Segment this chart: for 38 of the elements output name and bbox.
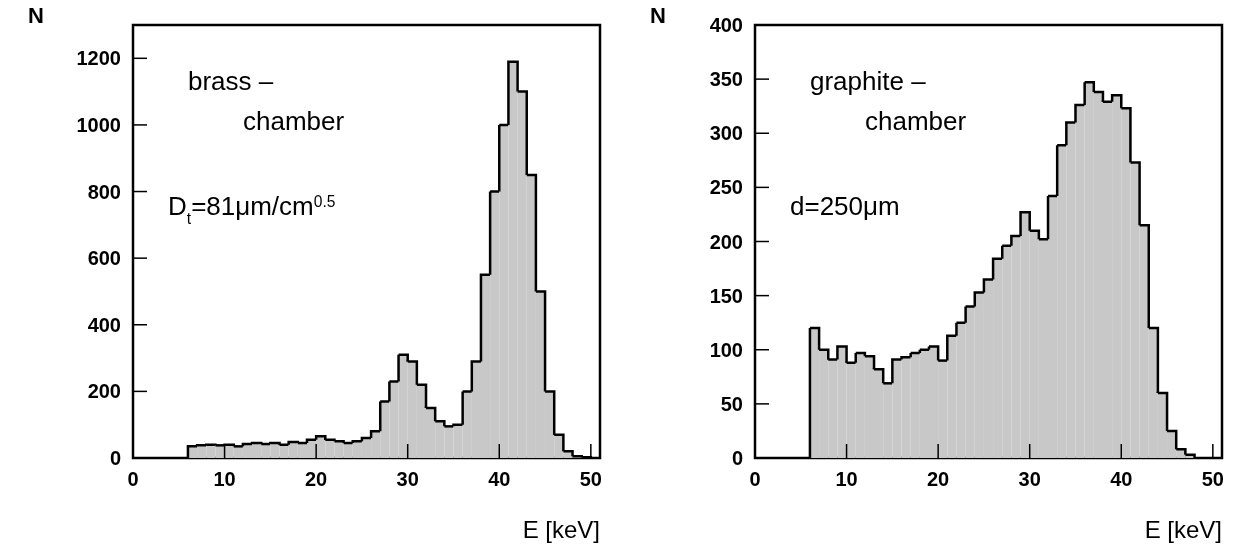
x-tick-label: 0 [127, 468, 139, 490]
x-tick-label: 0 [749, 468, 761, 490]
y-tick-label: 200 [709, 230, 743, 253]
y-tick-label: 400 [87, 313, 121, 336]
annotation: chamber [865, 106, 967, 136]
annotation: d=250μm [790, 191, 900, 221]
y-tick-label: 200 [87, 380, 121, 403]
y-tick-label: 100 [709, 338, 743, 361]
y-tick-label: 300 [709, 122, 743, 145]
y-tick-label: 150 [709, 284, 743, 307]
annotation: D$_{t}$=81μm/cm$^{0.5}$ [168, 191, 336, 227]
x-tick-label: 30 [396, 468, 419, 490]
x-tick-label: 10 [835, 468, 858, 490]
y-tick-label: 0 [731, 447, 743, 469]
y-tick-label: 800 [87, 180, 121, 203]
annotation: chamber [243, 106, 345, 136]
x-tick-label: 20 [927, 468, 950, 490]
y-tick-label: 1000 [76, 113, 121, 136]
y-tick-label: 0 [109, 447, 121, 469]
y-tick-label: 600 [87, 247, 121, 270]
x-axis-title: E [keV] [522, 516, 600, 543]
y-tick-label: 350 [709, 68, 743, 91]
y-tick-label: 250 [709, 176, 743, 199]
x-tick-label: 50 [579, 468, 602, 490]
y-axis-title: N [28, 3, 44, 28]
x-axis-title: E [keV] [1144, 516, 1222, 543]
x-tick-label: 40 [488, 468, 511, 490]
y-tick-label: 400 [709, 14, 743, 36]
y-axis-title: N [650, 3, 666, 28]
x-tick-label: 50 [1201, 468, 1224, 490]
x-tick-label: 20 [305, 468, 328, 490]
y-tick-label: 1200 [76, 47, 121, 70]
y-tick-label: 50 [720, 392, 743, 415]
annotation: brass – [188, 66, 274, 96]
annotation: graphite – [810, 66, 927, 96]
x-tick-label: 10 [213, 468, 236, 490]
x-tick-label: 40 [1110, 468, 1133, 490]
x-tick-label: 30 [1018, 468, 1041, 490]
